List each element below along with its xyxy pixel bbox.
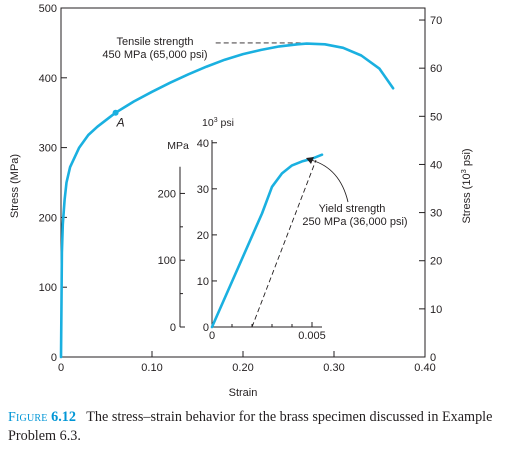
figure-caption: Figure 6.12 The stress–strain behavior f… (8, 408, 528, 446)
y-right-tick-label: 50 (430, 111, 442, 123)
yield-label-line1: Yield strength (319, 203, 386, 215)
main-stress-strain-curve (59, 42, 395, 359)
inset-psi-tick-label: 30 (197, 184, 209, 196)
inset-x-tick-label: 0 (209, 330, 215, 342)
y-left-tick-label: 100 (39, 282, 57, 294)
inset-mpa-tick-label: 200 (158, 188, 176, 200)
main-curve-group: A (59, 42, 395, 359)
x-tick-label: 0.20 (232, 362, 253, 374)
x-tick-label: 0 (58, 362, 64, 374)
inset-mpa-tick-label: 0 (170, 322, 176, 334)
inset-x-tick-label: 0.005 (298, 330, 326, 342)
y-left-tick-label: 400 (39, 73, 57, 85)
main-axes: 0 0.10 0.20 0.30 0.4001002003004005000102030… (39, 3, 443, 374)
y-axis-left-label: Stress (MPa) (9, 154, 21, 218)
stress-strain-figure: 0 0.10 0.20 0.30 0.4001002003004005000102030… (9, 3, 473, 399)
inset-right-unit: 103 psi (202, 117, 234, 129)
caption-text: The stress–strain behavior for the brass… (8, 409, 493, 444)
yield-arrowhead (306, 157, 314, 164)
y-left-tick-label: 300 (39, 143, 57, 155)
inset-psi-tick-label: 0 (203, 322, 209, 334)
inset-psi-tick-label: 10 (197, 276, 209, 288)
x-tick-label: 0.40 (414, 362, 435, 374)
inset-axes: 0 100 200 0 10 20 30 40 0 0.005 (158, 138, 326, 342)
yield-label-line2: 250 MPa (36,000 psi) (302, 216, 407, 228)
inset-psi-tick-label: 20 (197, 230, 209, 242)
yield-arrow (310, 159, 349, 203)
y-right-tick-label: 60 (430, 63, 442, 75)
inset-left-unit: MPa (167, 140, 189, 152)
point-a-label: A (116, 116, 125, 130)
tensile-label-line2: 450 MPa (65,000 psi) (102, 49, 207, 61)
caption-label: Figure (8, 410, 48, 425)
inset-curve-group (210, 153, 324, 329)
y-left-tick-label: 200 (39, 212, 57, 224)
y-right-tick-label: 70 (430, 15, 442, 27)
y-axis-right-label: Stress (103 psi) (459, 148, 473, 223)
x-tick-label: 0.30 (323, 362, 344, 374)
y-left-tick-label: 500 (39, 3, 57, 15)
caption-number: 6.12 (51, 409, 76, 425)
inset-psi-tick-label: 40 (197, 138, 209, 150)
y-left-tick-label: 0 (51, 352, 57, 364)
tensile-label-line1: Tensile strength (116, 36, 193, 48)
x-axis-label: Strain (229, 387, 258, 399)
y-right-tick-label: 30 (430, 208, 442, 220)
offset-dashed-line (251, 159, 317, 328)
y-right-tick-label: 40 (430, 159, 442, 171)
inset-mpa-tick-label: 100 (158, 255, 176, 267)
y-right-tick-label: 10 (430, 304, 442, 316)
inset-stress-strain-curve (210, 153, 324, 329)
point-a-marker (112, 109, 119, 116)
y-right-tick-label: 0 (430, 352, 436, 364)
x-tick-label: 0.10 (141, 362, 162, 374)
y-right-tick-label: 20 (430, 256, 442, 268)
